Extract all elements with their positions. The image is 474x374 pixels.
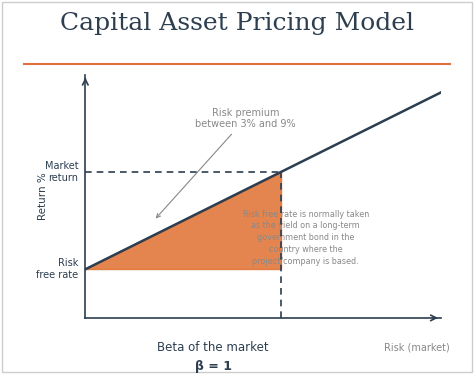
Polygon shape bbox=[85, 172, 281, 269]
Text: Market
return: Market return bbox=[45, 161, 78, 183]
Text: Risk
free rate: Risk free rate bbox=[36, 258, 78, 280]
Text: β = 1: β = 1 bbox=[195, 360, 232, 373]
Text: Return %: Return % bbox=[37, 172, 48, 220]
Text: Risk premium
between 3% and 9%: Risk premium between 3% and 9% bbox=[156, 108, 296, 218]
Text: Risk (market): Risk (market) bbox=[384, 343, 450, 353]
Text: Risk free rate is normally taken
as the yield on a long-term
government bond in : Risk free rate is normally taken as the … bbox=[243, 209, 369, 266]
Text: Beta of the market: Beta of the market bbox=[157, 341, 269, 354]
Text: Capital Asset Pricing Model: Capital Asset Pricing Model bbox=[60, 12, 414, 35]
